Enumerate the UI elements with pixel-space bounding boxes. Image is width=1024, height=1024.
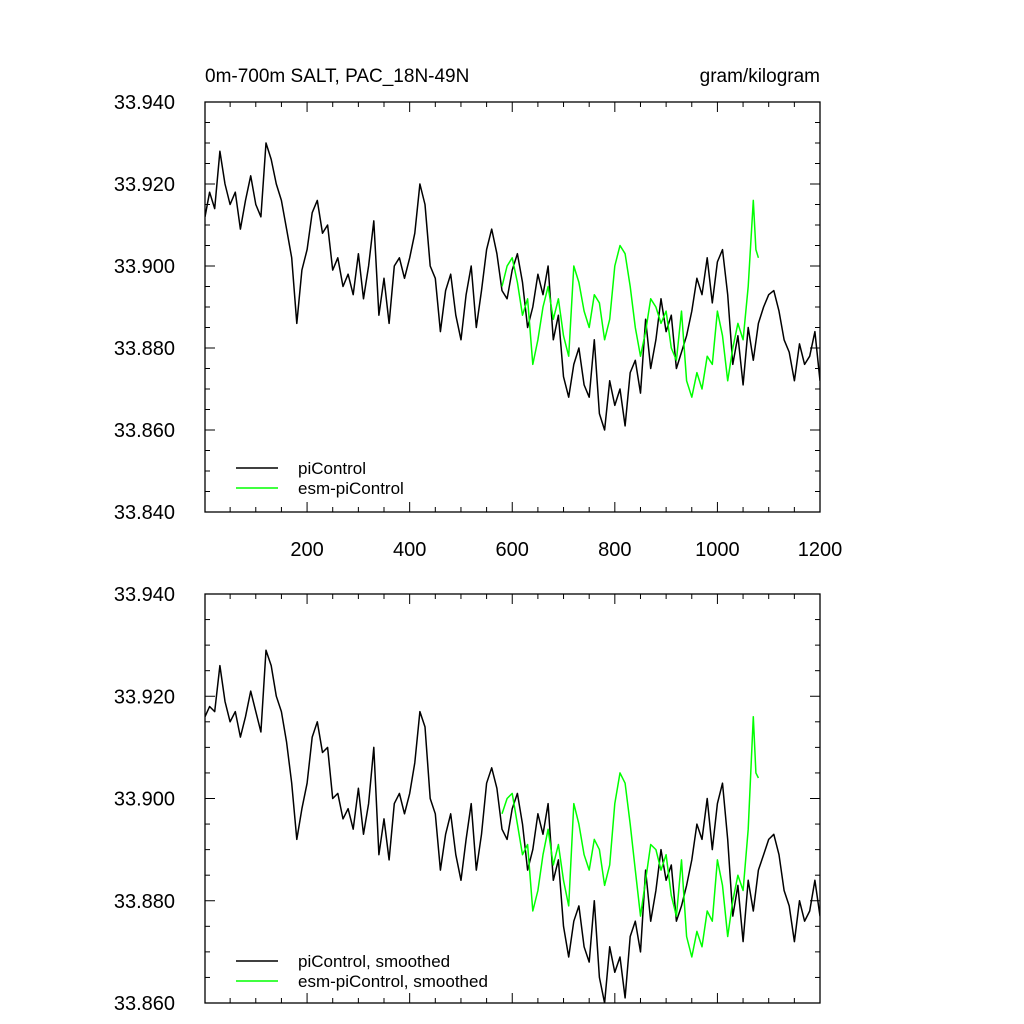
legend-label: esm-piControl xyxy=(298,479,404,498)
legend-label: piControl, smoothed xyxy=(298,952,450,971)
top-panel: 33.840 33.860 33.880 33.900 33.920 33.940 200 4… xyxy=(114,92,842,561)
units-label: gram/kilogram xyxy=(700,66,820,87)
y-tick-label: 33.940 xyxy=(114,584,175,606)
series-line-esm-picontrol xyxy=(501,199,760,398)
y-tick-label: 33.900 xyxy=(114,256,175,278)
x-tick-label: 1200 xyxy=(798,539,843,561)
plot-frame xyxy=(204,101,821,513)
series-line-picontrol xyxy=(205,142,820,431)
series-line-esm-picontrol-smoothed xyxy=(501,715,760,958)
y-tick-label: 33.840 xyxy=(114,502,175,524)
x-tick-label: 400 xyxy=(393,539,426,561)
y-tick-label: 33.880 xyxy=(114,891,175,913)
x-tick-label: 200 xyxy=(290,539,323,561)
chart-title: 0m-700m SALT, PAC_18N-49N xyxy=(205,66,469,87)
x-tick-label: 800 xyxy=(598,539,631,561)
y-tick-label: 33.900 xyxy=(114,789,175,811)
legend-label: esm-piControl, smoothed xyxy=(298,972,488,991)
y-tick-label: 33.860 xyxy=(114,420,175,442)
legend-label: piControl xyxy=(298,459,366,478)
series-line-picontrol-smoothed xyxy=(205,649,820,1003)
y-tick-label: 33.860 xyxy=(114,993,175,1015)
y-tick-label: 33.920 xyxy=(114,174,175,196)
y-tick-label: 33.920 xyxy=(114,686,175,708)
x-tick-label: 1000 xyxy=(695,539,740,561)
x-tick-label: 600 xyxy=(496,539,529,561)
y-tick-label: 33.940 xyxy=(114,92,175,114)
bottom-panel: 33.860 33.880 33.900 33.920 33.940 piControl,… xyxy=(114,584,821,1015)
y-tick-label: 33.880 xyxy=(114,338,175,360)
